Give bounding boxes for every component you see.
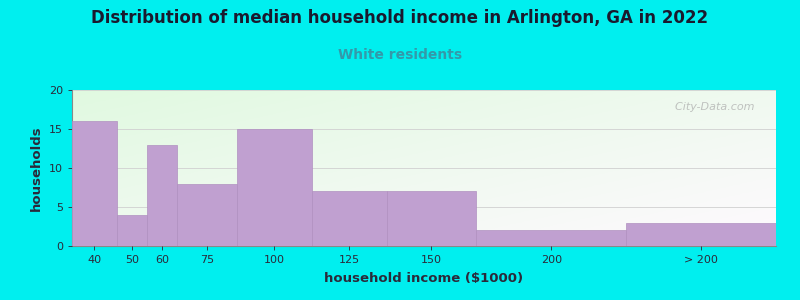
Bar bbox=[626, 223, 776, 246]
Text: City-Data.com: City-Data.com bbox=[668, 103, 755, 112]
Text: Distribution of median household income in Arlington, GA in 2022: Distribution of median household income … bbox=[91, 9, 709, 27]
Bar bbox=[72, 121, 117, 246]
Text: White residents: White residents bbox=[338, 48, 462, 62]
Bar bbox=[386, 191, 477, 246]
Bar bbox=[147, 145, 177, 246]
Y-axis label: households: households bbox=[30, 125, 43, 211]
X-axis label: household income ($1000): household income ($1000) bbox=[325, 272, 523, 285]
Bar bbox=[477, 230, 626, 246]
Bar bbox=[237, 129, 312, 246]
Bar bbox=[177, 184, 237, 246]
Bar bbox=[312, 191, 386, 246]
Bar bbox=[117, 215, 147, 246]
